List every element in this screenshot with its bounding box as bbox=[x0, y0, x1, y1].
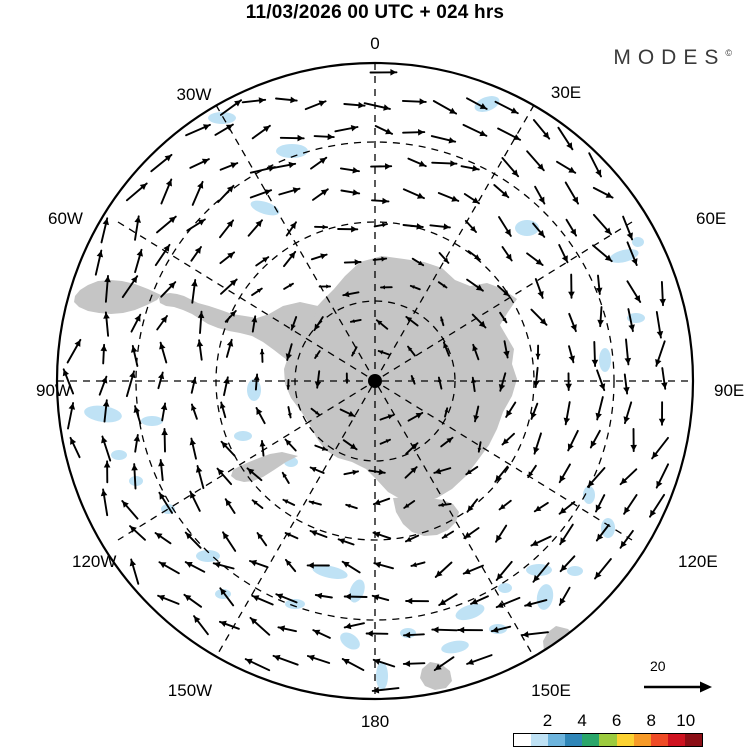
longitude-label-30e: 30E bbox=[550, 83, 582, 102]
colorbar-tick-2: 2 bbox=[542, 711, 553, 730]
colorbar-band-5 bbox=[599, 734, 617, 746]
longitude-label-120w: 120W bbox=[72, 552, 117, 571]
colorbar-band-0 bbox=[514, 734, 532, 746]
colorbar-band-4 bbox=[582, 734, 600, 746]
longitude-label-0: 0 bbox=[370, 34, 380, 53]
colorbar-tick-4: 4 bbox=[577, 711, 587, 730]
wind-vector-field bbox=[62, 69, 670, 694]
colorbar-band-2 bbox=[548, 734, 566, 746]
map-outer-boundary bbox=[55, 61, 695, 701]
reference-arrow-icon bbox=[644, 681, 712, 693]
longitude-label-150w: 150W bbox=[167, 681, 213, 700]
longitude-label-90e: 90E bbox=[714, 381, 745, 400]
longitude-label-90w: 90W bbox=[36, 381, 71, 400]
latitude-circle-60s bbox=[135, 141, 615, 621]
colorbar-tick-10: 10 bbox=[676, 711, 696, 730]
longitude-label-120e: 120E bbox=[678, 552, 718, 571]
colorbar-band-7 bbox=[633, 734, 651, 746]
colorbar-band-1 bbox=[531, 734, 549, 746]
reference-vector: 20 bbox=[642, 658, 722, 700]
reference-vector-value: 20 bbox=[650, 658, 666, 674]
colorbar-band-9 bbox=[667, 734, 685, 746]
modes-logo: MODES© bbox=[613, 46, 732, 70]
longitude-label-30w: 30W bbox=[176, 85, 212, 104]
modes-logo-text: MODES bbox=[613, 46, 726, 69]
colorbar-band-3 bbox=[565, 734, 583, 746]
longitude-label-60e: 60E bbox=[696, 209, 727, 228]
longitude-label-150e: 150E bbox=[531, 681, 571, 700]
colorbar-tick-labels: 2 4 6 8 10 bbox=[513, 711, 703, 733]
colorbar-band-8 bbox=[650, 734, 668, 746]
colorbar-band-6 bbox=[616, 734, 634, 746]
longitude-label-180: 180 bbox=[360, 712, 390, 731]
copyright-icon: © bbox=[725, 48, 732, 58]
page-title: 11/03/2026 00 UTC + 024 hrs bbox=[245, 2, 505, 23]
colorbar-tick-8: 8 bbox=[646, 711, 656, 730]
colorbar-band-10 bbox=[684, 734, 703, 746]
longitude-label-60w: 60W bbox=[48, 209, 83, 228]
colorbar-tick-6: 6 bbox=[611, 711, 622, 730]
colorbar bbox=[513, 733, 703, 747]
south-pole-dot bbox=[368, 374, 382, 388]
